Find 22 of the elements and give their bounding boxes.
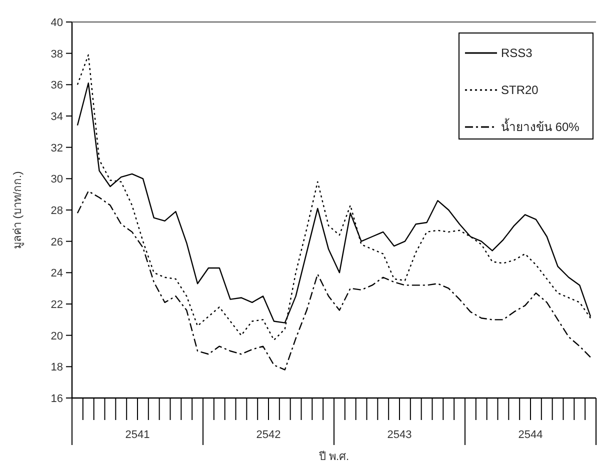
legend-label: RSS3 (501, 46, 533, 60)
y-tick-label: 32 (50, 142, 63, 154)
text: 2542 (256, 429, 281, 441)
legend-label: STR20 (501, 83, 539, 97)
x-axis-title: ปี พ.ศ. (318, 450, 350, 463)
text: 2541 (125, 429, 150, 441)
y-tick-label: 26 (50, 236, 63, 248)
y-tick-label: 20 (50, 330, 63, 342)
y-tick-label: 16 (50, 393, 63, 405)
text: 2544 (518, 429, 543, 441)
y-tick-label: 24 (50, 268, 63, 280)
y-axis-title: มูลค่า (บาท/กก.) (12, 171, 24, 249)
y-tick-label: 28 (50, 205, 63, 217)
y-tick-label: 22 (50, 299, 63, 311)
y-tick-label: 30 (50, 174, 63, 186)
y-tick-label: 18 (50, 362, 63, 374)
y-tick-label: 38 (50, 48, 63, 60)
y-tick-label: 40 (50, 17, 63, 29)
y-tick-label: 34 (50, 111, 63, 123)
legend-label: น้ำยางข้น 60% (501, 118, 580, 134)
y-tick-label: 36 (50, 80, 63, 92)
text: 2543 (387, 429, 412, 441)
